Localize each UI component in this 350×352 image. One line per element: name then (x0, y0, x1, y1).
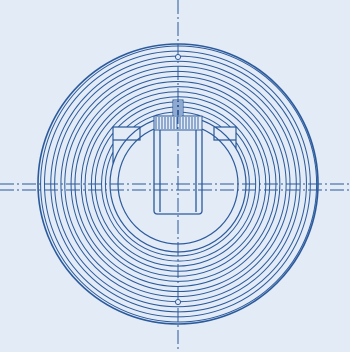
stem-hatching (174, 101, 182, 115)
housing-step (113, 127, 236, 141)
mounting-hole-top (175, 54, 181, 60)
cap-knurling (155, 117, 199, 129)
mounting-holes (175, 54, 181, 305)
mounting-hole-bottom (175, 299, 181, 305)
knurled-cap (153, 99, 203, 131)
